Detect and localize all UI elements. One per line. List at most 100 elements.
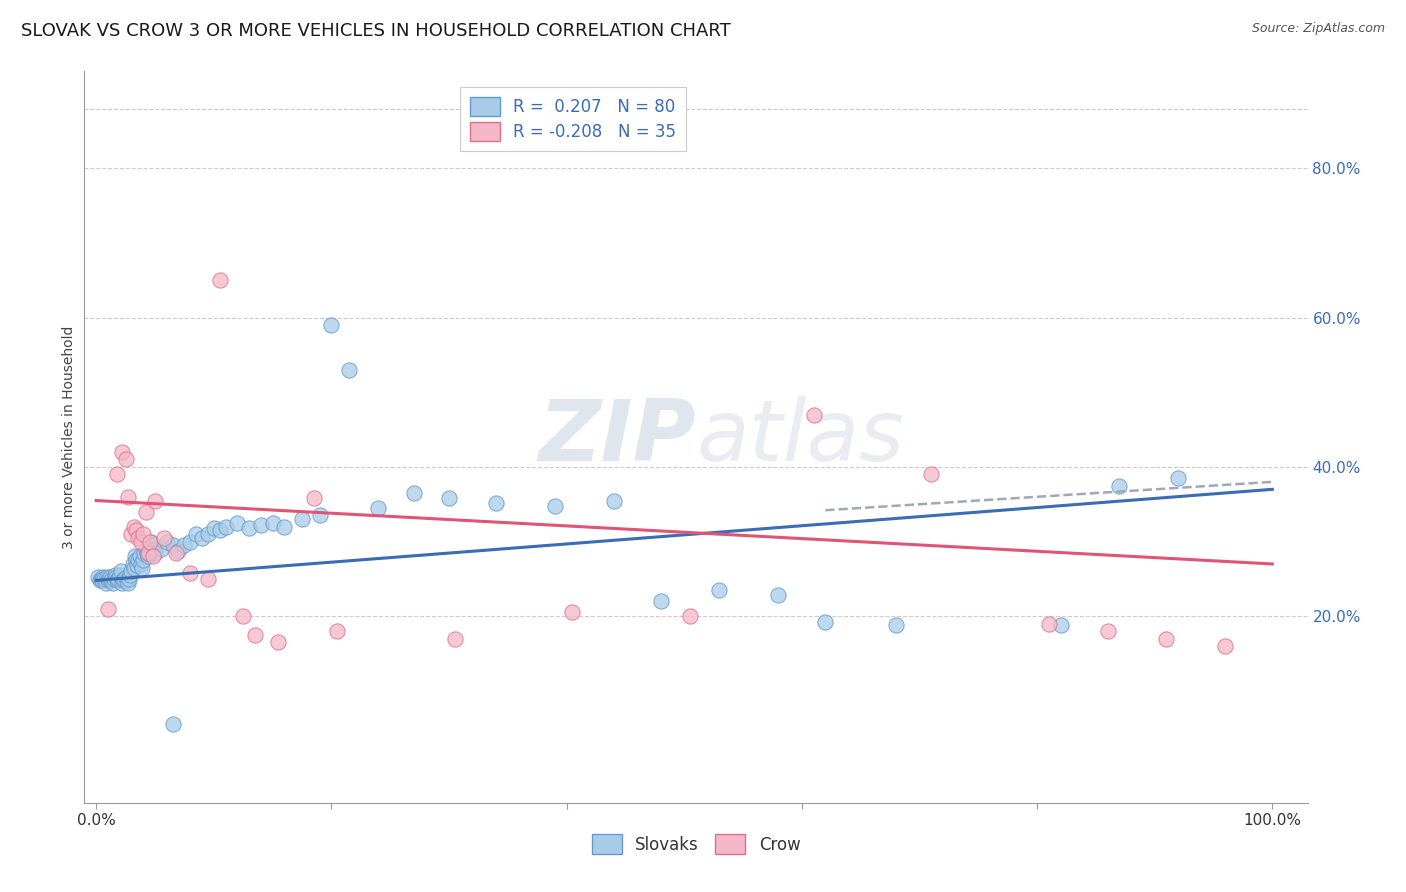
- Point: [162, 717, 184, 731]
- Point: [87, 570, 110, 584]
- Point: [214, 519, 236, 533]
- Point: [814, 615, 837, 630]
- Point: [179, 566, 201, 580]
- Point: [127, 531, 149, 545]
- Point: [167, 543, 190, 558]
- Y-axis label: 3 or more Vehicles in Household: 3 or more Vehicles in Household: [62, 326, 76, 549]
- Point: [120, 568, 142, 582]
- Point: [803, 408, 825, 422]
- Point: [135, 546, 157, 560]
- Point: [437, 491, 460, 506]
- Text: Source: ZipAtlas.com: Source: ZipAtlas.com: [1251, 22, 1385, 36]
- Point: [108, 568, 131, 582]
- Point: [273, 519, 295, 533]
- Point: [132, 553, 155, 567]
- Point: [135, 542, 157, 557]
- Point: [142, 538, 165, 552]
- Point: [232, 609, 254, 624]
- Point: [197, 572, 219, 586]
- Point: [1156, 632, 1178, 646]
- Point: [94, 575, 117, 590]
- Point: [132, 527, 155, 541]
- Point: [98, 570, 121, 584]
- Point: [100, 574, 122, 588]
- Point: [402, 486, 425, 500]
- Point: [367, 500, 389, 515]
- Point: [125, 524, 148, 538]
- Point: [197, 527, 219, 541]
- Point: [1049, 618, 1071, 632]
- Point: [121, 557, 143, 571]
- Point: [104, 568, 127, 582]
- Point: [134, 546, 156, 560]
- Text: atlas: atlas: [696, 395, 904, 479]
- Point: [89, 574, 111, 588]
- Point: [129, 534, 152, 549]
- Point: [141, 534, 163, 549]
- Point: [308, 508, 330, 523]
- Point: [262, 516, 284, 530]
- Point: [112, 574, 135, 588]
- Point: [679, 609, 702, 624]
- Point: [111, 575, 134, 590]
- Point: [602, 493, 624, 508]
- Point: [105, 467, 128, 482]
- Point: [149, 542, 172, 557]
- Point: [544, 499, 567, 513]
- Point: [165, 546, 187, 560]
- Point: [111, 445, 134, 459]
- Point: [97, 601, 120, 615]
- Point: [122, 519, 145, 533]
- Point: [1108, 478, 1130, 492]
- Point: [884, 618, 907, 632]
- Point: [208, 524, 231, 538]
- Point: [139, 534, 162, 549]
- Point: [139, 538, 162, 552]
- Point: [131, 560, 153, 574]
- Point: [143, 546, 166, 560]
- Point: [768, 588, 790, 602]
- Point: [120, 565, 142, 579]
- Point: [650, 594, 672, 608]
- Point: [156, 534, 179, 549]
- Point: [143, 493, 166, 508]
- Point: [1038, 616, 1060, 631]
- Legend: Slovaks, Crow: Slovaks, Crow: [585, 828, 807, 860]
- Point: [114, 452, 136, 467]
- Point: [122, 560, 145, 574]
- Point: [226, 516, 249, 530]
- Point: [107, 572, 129, 586]
- Point: [128, 549, 150, 564]
- Point: [105, 574, 128, 588]
- Point: [117, 575, 139, 590]
- Point: [124, 549, 146, 564]
- Point: [179, 534, 201, 549]
- Point: [125, 553, 148, 567]
- Point: [321, 318, 343, 332]
- Point: [93, 572, 115, 586]
- Point: [110, 565, 132, 579]
- Text: ZIP: ZIP: [538, 395, 696, 479]
- Point: [127, 558, 149, 573]
- Point: [91, 570, 114, 584]
- Point: [202, 521, 225, 535]
- Point: [91, 574, 114, 588]
- Point: [138, 546, 160, 560]
- Point: [90, 572, 112, 586]
- Point: [136, 546, 159, 560]
- Point: [117, 490, 139, 504]
- Point: [238, 521, 260, 535]
- Point: [561, 606, 583, 620]
- Point: [337, 363, 360, 377]
- Point: [112, 572, 135, 586]
- Point: [920, 467, 942, 482]
- Point: [191, 531, 214, 545]
- Point: [1097, 624, 1119, 639]
- Point: [184, 527, 207, 541]
- Point: [709, 583, 731, 598]
- Point: [118, 572, 141, 586]
- Point: [1213, 639, 1236, 653]
- Point: [127, 553, 149, 567]
- Point: [98, 572, 121, 586]
- Point: [101, 575, 124, 590]
